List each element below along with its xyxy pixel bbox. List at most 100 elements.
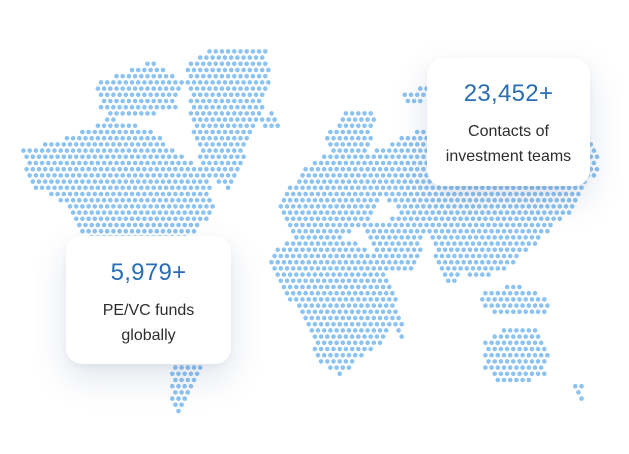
map-dot — [173, 166, 178, 172]
map-dot — [73, 204, 79, 209]
map-dot — [284, 204, 290, 209]
map-dot — [418, 135, 423, 141]
map-dot — [201, 61, 206, 67]
map-dot — [523, 309, 528, 315]
map-dot — [300, 185, 305, 191]
map-dot — [290, 253, 296, 259]
map-dot — [154, 92, 160, 98]
map-dot — [312, 346, 318, 352]
map-dot — [480, 185, 485, 191]
map-dot — [371, 303, 377, 308]
map-dot — [492, 346, 498, 352]
contacts-description-line-1: Contacts of — [468, 123, 549, 140]
map-dot — [380, 185, 386, 191]
map-dot — [569, 191, 575, 197]
map-dot — [535, 371, 541, 377]
map-dot — [352, 154, 358, 160]
map-dot — [287, 272, 293, 277]
map-dot — [306, 222, 312, 228]
map-dot — [173, 204, 178, 209]
map-dot — [210, 117, 215, 122]
map-dot — [523, 346, 528, 352]
map-dot — [321, 315, 327, 321]
map-dot — [148, 204, 153, 209]
map-dot — [542, 185, 547, 191]
map-dot — [383, 241, 389, 246]
map-dot — [414, 179, 420, 184]
map-dot — [247, 55, 253, 60]
map-dot — [111, 92, 116, 98]
map-dot — [334, 142, 339, 147]
map-dot — [194, 123, 200, 129]
map-dot — [266, 117, 271, 122]
map-dot — [123, 129, 129, 135]
map-dot — [170, 222, 175, 228]
map-dot — [390, 154, 395, 160]
map-dot — [92, 204, 98, 209]
map-dot — [129, 129, 135, 135]
map-dot — [263, 86, 268, 91]
map-dot — [365, 278, 370, 284]
map-dot — [461, 185, 467, 191]
map-dot — [455, 272, 460, 277]
map-dot — [504, 222, 510, 228]
map-dot — [374, 284, 380, 290]
map-dot — [46, 160, 51, 166]
map-dot — [191, 80, 197, 85]
map-dot — [337, 235, 343, 240]
map-dot — [371, 315, 377, 321]
map-dot — [120, 197, 125, 203]
map-dot — [235, 67, 240, 73]
map-dot — [445, 228, 451, 234]
map-dot — [328, 253, 333, 259]
map-dot — [241, 80, 246, 85]
map-dot — [73, 216, 79, 222]
map-dot — [108, 222, 113, 228]
map-dot — [442, 235, 448, 240]
map-dot — [514, 228, 519, 234]
map-dot — [473, 235, 479, 240]
map-dot — [232, 86, 237, 91]
map-dot — [356, 321, 361, 327]
map-dot — [436, 259, 442, 265]
map-dot — [154, 104, 160, 110]
map-dot — [166, 216, 172, 222]
map-dot — [126, 185, 132, 191]
map-dot — [430, 235, 436, 240]
map-dot — [303, 266, 308, 271]
map-dot — [529, 185, 535, 191]
map-dot — [101, 173, 107, 178]
map-dot — [325, 185, 330, 191]
map-dot — [356, 148, 361, 153]
map-dot — [139, 197, 144, 203]
map-dot — [179, 154, 184, 160]
map-dot — [436, 197, 442, 203]
map-dot — [201, 123, 206, 129]
map-dot — [359, 179, 364, 184]
map-dot — [526, 204, 532, 209]
map-dot — [393, 247, 398, 253]
map-dot — [542, 371, 547, 377]
map-dot — [492, 334, 498, 339]
map-dot — [253, 80, 259, 85]
map-dot — [390, 216, 395, 222]
map-dot — [328, 290, 333, 296]
map-dot — [111, 142, 116, 147]
map-dot — [368, 272, 374, 277]
map-dot — [421, 129, 426, 135]
map-dot — [458, 253, 463, 259]
map-dot — [284, 216, 290, 222]
map-dot — [188, 111, 194, 116]
map-dot — [232, 160, 237, 166]
map-dot — [325, 346, 330, 352]
map-dot — [55, 179, 60, 184]
map-dot — [235, 92, 240, 98]
map-dot — [346, 191, 352, 197]
map-dot — [197, 166, 203, 172]
map-dot — [111, 104, 116, 110]
map-dot — [520, 290, 525, 296]
map-dot — [315, 241, 321, 246]
map-dot — [352, 204, 358, 209]
map-dot — [511, 359, 516, 364]
map-dot — [244, 135, 249, 141]
